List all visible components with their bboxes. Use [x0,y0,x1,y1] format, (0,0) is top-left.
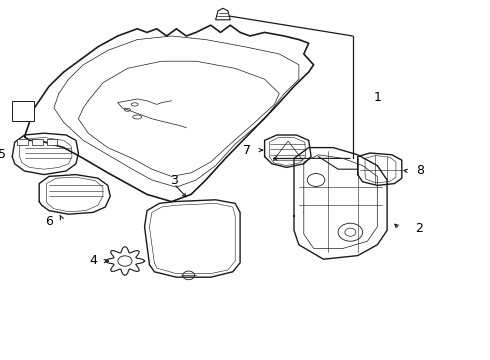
Text: 7: 7 [244,144,251,157]
Polygon shape [39,175,110,214]
Polygon shape [216,8,230,20]
Polygon shape [24,25,314,202]
Text: 2: 2 [415,222,423,235]
Polygon shape [106,247,145,275]
Polygon shape [145,200,240,277]
Text: 6: 6 [45,215,53,228]
Bar [47,139,57,145]
Text: 8: 8 [416,165,424,177]
Bar [17,139,28,145]
Bar [12,101,34,121]
Polygon shape [12,133,78,175]
Polygon shape [265,135,311,167]
Text: 4: 4 [89,255,97,267]
Polygon shape [358,153,402,185]
Text: 1: 1 [373,91,381,104]
Polygon shape [294,148,387,259]
Text: 3: 3 [170,174,178,186]
Text: 5: 5 [0,148,6,161]
Bar [32,139,43,145]
